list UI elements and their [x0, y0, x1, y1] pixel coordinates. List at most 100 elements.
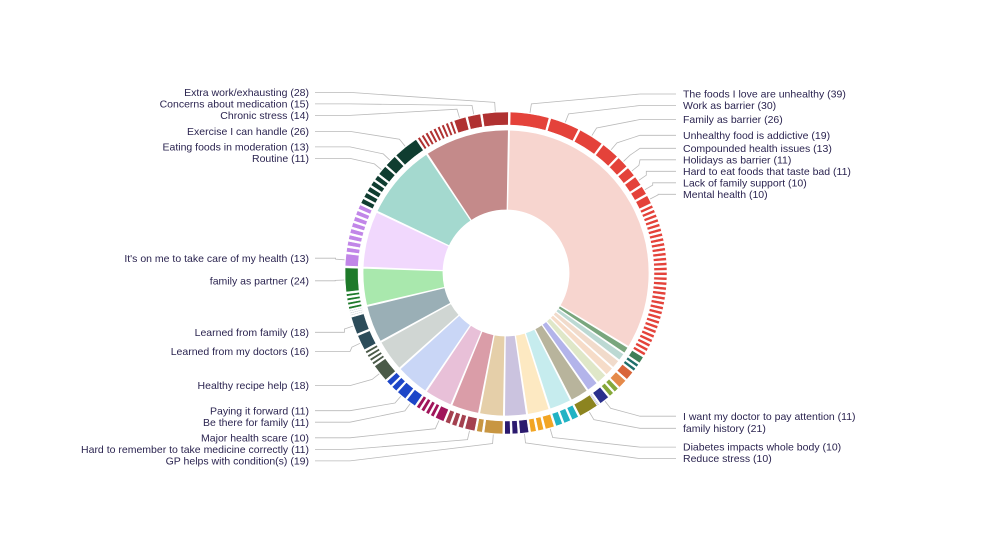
leader-line — [638, 170, 676, 181]
outer-slice — [420, 398, 432, 412]
outer-slice — [630, 186, 647, 201]
outer-slice — [395, 139, 424, 166]
outer-slice — [653, 257, 667, 262]
inner-slice — [534, 324, 588, 401]
outer-slice — [511, 420, 519, 435]
outer-slice — [649, 232, 663, 240]
slice-label: Be there for family (11) — [203, 417, 309, 429]
inner-slice — [362, 267, 446, 306]
inner-slice — [399, 314, 472, 392]
inner-ring — [362, 129, 650, 417]
slice-labels: The foods I love are unhealthy (39)Work … — [81, 87, 856, 468]
inner-slice — [507, 129, 650, 348]
inner-slice — [555, 308, 625, 361]
outer-slice — [441, 124, 450, 138]
slice-label: family as partner (24) — [210, 275, 309, 287]
inner-slice — [541, 320, 598, 391]
outer-slice — [445, 122, 453, 137]
outer-slice — [650, 237, 665, 244]
outer-slice — [457, 414, 467, 429]
inner-slice — [366, 287, 452, 342]
outer-slice — [367, 348, 381, 358]
outer-slice — [349, 309, 364, 314]
slice-label: Hard to eat foods that taste bad (11) — [683, 166, 851, 178]
outer-slice — [367, 186, 382, 198]
outer-slice — [573, 129, 603, 155]
outer-slice — [349, 228, 364, 237]
outer-slice — [645, 218, 659, 227]
slice-label: Eating foods in moderation (13) — [162, 142, 309, 154]
inner-slice — [426, 129, 509, 221]
outer-slice — [551, 411, 563, 427]
leader-line — [588, 411, 676, 429]
leader-line — [524, 433, 676, 459]
outer-slice — [483, 419, 504, 435]
leader-line — [315, 325, 354, 333]
outer-slice — [476, 418, 485, 433]
outer-slice — [653, 272, 668, 276]
leader-line — [623, 147, 676, 162]
outer-slice — [348, 234, 363, 243]
outer-slice — [652, 290, 667, 296]
outer-slice — [641, 209, 656, 218]
outer-slice — [647, 312, 662, 320]
outer-slice — [644, 321, 659, 330]
slice-label: The foods I love are unhealthy (39) — [683, 89, 846, 101]
outer-slice — [609, 157, 628, 176]
outer-slice — [651, 294, 666, 301]
outer-slice — [416, 395, 427, 410]
outer-slice — [353, 216, 368, 226]
leader-line — [591, 119, 676, 136]
outer-slice — [344, 267, 360, 293]
leader-line — [315, 279, 345, 282]
inner-slice — [545, 317, 607, 383]
outer-slice — [344, 253, 360, 267]
leader-line — [315, 373, 380, 386]
outer-slice — [374, 175, 389, 188]
outer-slice — [559, 408, 571, 424]
leader-line — [315, 342, 361, 352]
outer-slice — [346, 247, 361, 254]
slice-label: family history (21) — [683, 423, 766, 435]
outer-slice — [349, 307, 363, 312]
outer-slice — [432, 127, 442, 142]
outer-slice — [617, 167, 635, 184]
outer-slice — [652, 285, 667, 291]
outer-slice — [592, 386, 609, 404]
outer-slice — [365, 344, 379, 354]
outer-slice — [451, 412, 461, 427]
outer-slice — [566, 404, 579, 421]
slice-label: Routine (11) — [252, 153, 309, 165]
leader-line — [315, 146, 391, 161]
outer-slice — [369, 351, 383, 362]
outer-slice — [347, 299, 362, 306]
leader-line — [315, 257, 345, 261]
slice-label: Learned from family (18) — [195, 327, 309, 339]
slice-label: Family as barrier (26) — [683, 114, 783, 126]
inner-slice — [362, 211, 450, 271]
slice-label: Exercise I can handle (26) — [187, 126, 309, 138]
outer-slice — [509, 111, 550, 131]
outer-slice — [573, 394, 598, 417]
outer-slice — [428, 129, 438, 144]
inner-slice — [380, 303, 460, 369]
outer-slice — [346, 291, 360, 297]
outer-slice — [357, 204, 373, 215]
outer-ring — [344, 111, 668, 435]
slice-label: Learned from my doctors (16) — [171, 346, 309, 358]
outer-slice — [643, 213, 658, 222]
leader-line — [315, 158, 382, 170]
inner-slice — [515, 332, 550, 415]
outer-slice — [652, 252, 667, 258]
leader-lines — [315, 92, 676, 462]
outer-slice — [609, 371, 626, 388]
inner-slice — [552, 311, 620, 369]
outer-slice — [651, 242, 665, 249]
outer-slice — [639, 204, 654, 214]
outer-slice — [371, 354, 385, 365]
outer-slice — [639, 334, 653, 343]
leader-line — [529, 93, 676, 113]
outer-slice — [467, 113, 483, 130]
outer-slice — [430, 403, 440, 418]
inner-slice — [549, 314, 613, 376]
